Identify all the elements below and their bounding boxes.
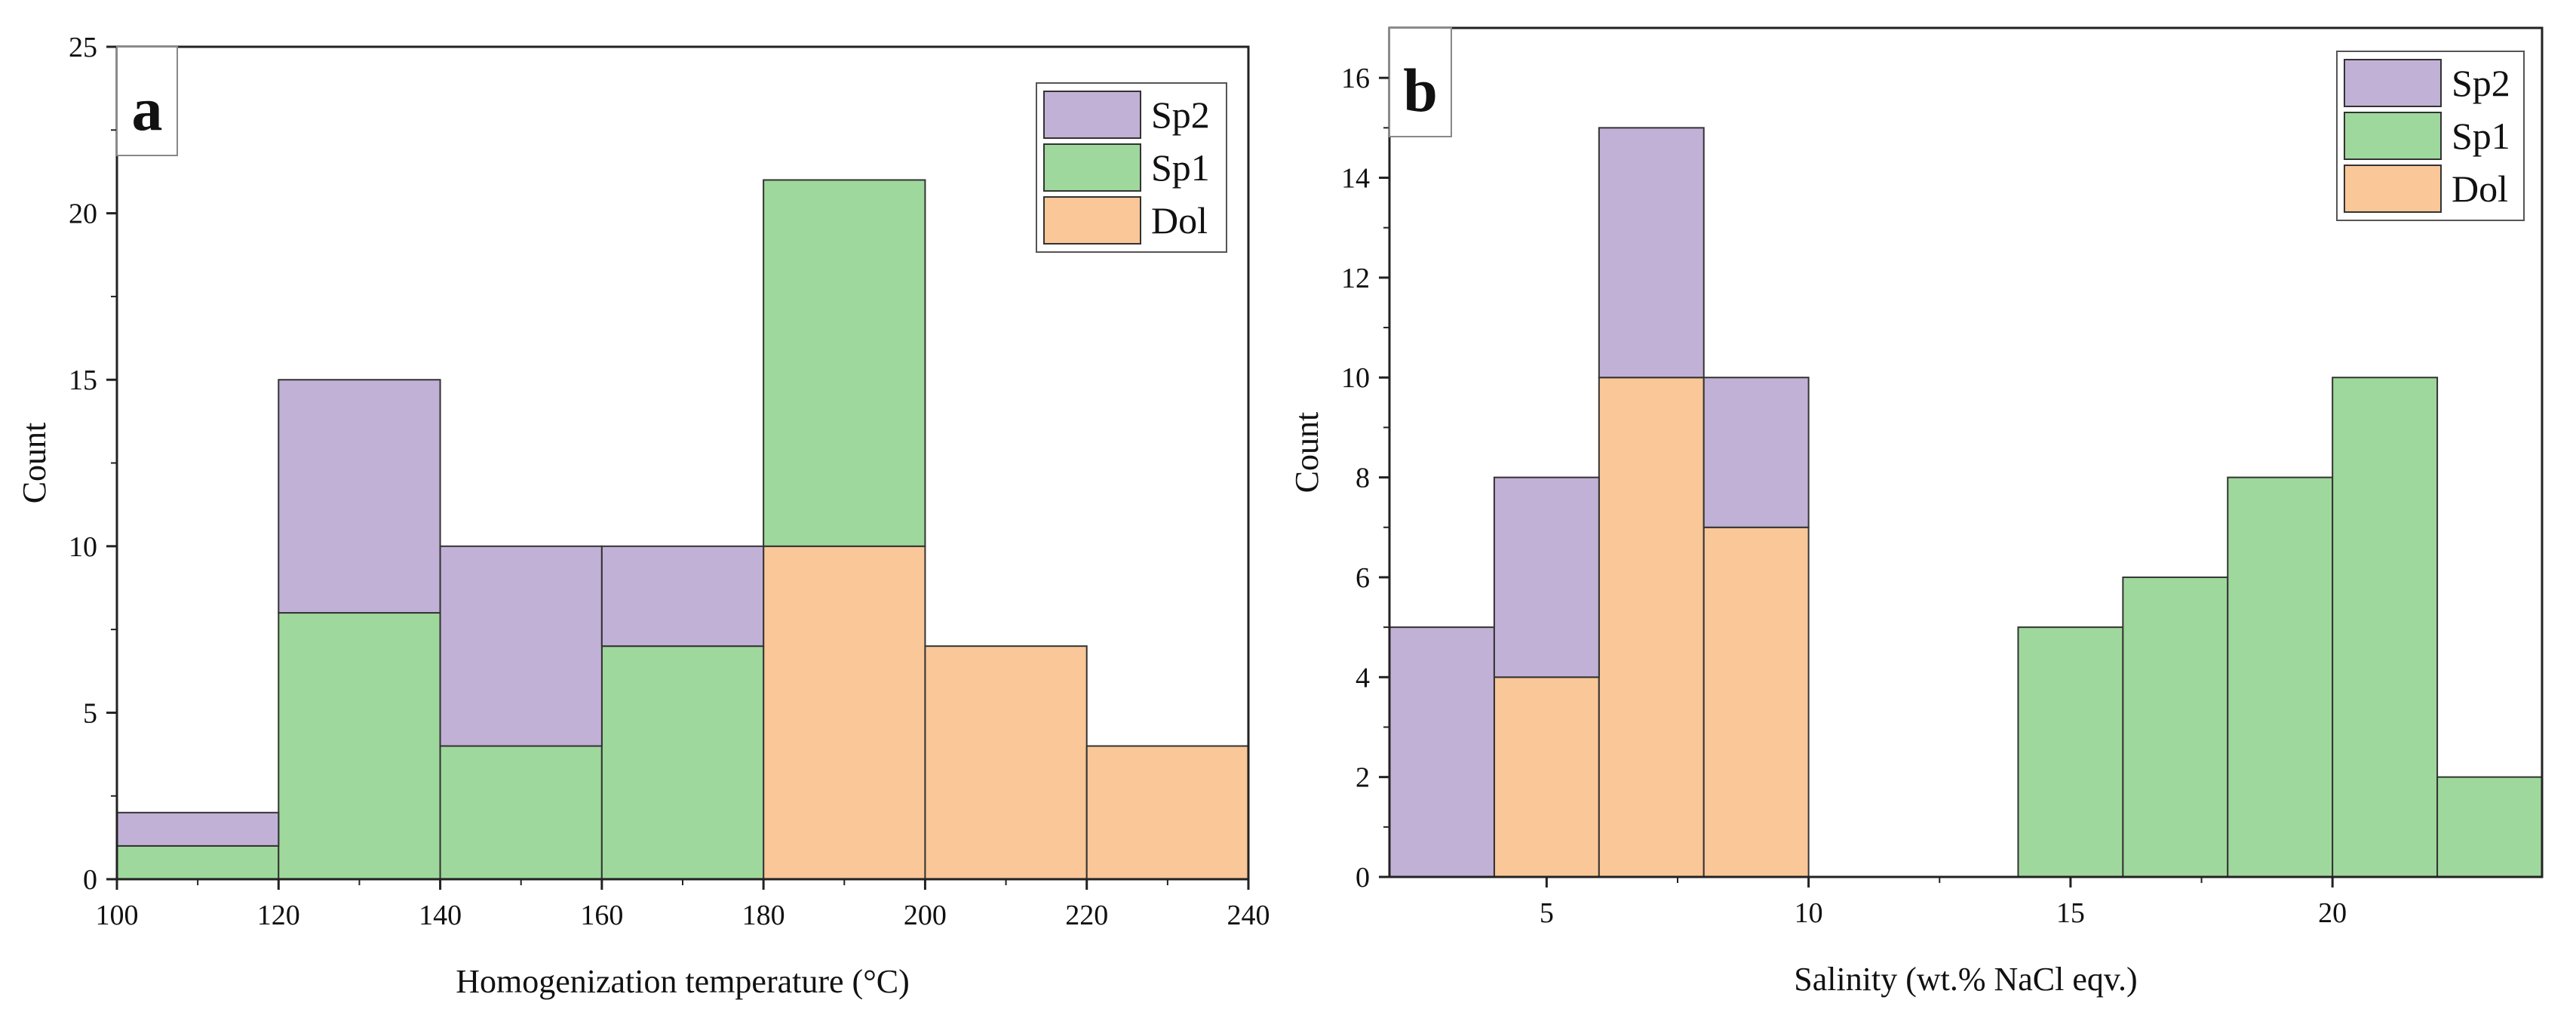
x-tick-label: 240 xyxy=(1227,900,1270,931)
x-tick-label: 200 xyxy=(904,900,947,931)
legend-label-sp1: Sp1 xyxy=(2452,115,2510,157)
bar-dol-bin-5 xyxy=(924,645,1088,880)
panel-label-box xyxy=(116,46,178,156)
chart-panel-a: 100 120 140 160 180 200 220 240 0 5 10 15 20 25 Homoge… xyxy=(16,32,1270,1000)
y-tick-label: 12 xyxy=(1341,263,1370,294)
bar-sp1-bin-6 xyxy=(2227,476,2334,878)
bar-sp2-bin-2 xyxy=(439,545,603,747)
bar-sp2-bin-0 xyxy=(116,811,280,847)
x-tick-label: 15 xyxy=(2056,897,2085,929)
bar-sp1-bin-1 xyxy=(278,612,441,880)
chart-panel-b: 5 10 15 20 0 2 4 6 8 10 12 14 16 Salinity (wt.% NaCl … xyxy=(1288,26,2544,998)
legend: Sp2 Sp1 Dol xyxy=(2336,51,2525,221)
y-tick-label: 0 xyxy=(1356,862,1370,894)
legend-swatch-sp2 xyxy=(2344,59,2442,107)
x-tick-label: 140 xyxy=(419,900,462,931)
x-axis-title: Salinity (wt.% NaCl eqv.) xyxy=(1794,961,2137,998)
bar-dol-bin-1 xyxy=(1493,676,1600,878)
bar-sp2-bin-3 xyxy=(600,545,765,648)
panel-label: a xyxy=(132,75,163,143)
bar-sp2-bin-2 xyxy=(1598,127,1705,379)
y-axis-title: Count xyxy=(16,423,53,504)
x-axis-title: Homogenization temperature (°C) xyxy=(456,963,910,1000)
bar-sp1-bin-0 xyxy=(116,844,280,881)
y-tick-label: 15 xyxy=(69,365,97,396)
y-tick-label: 2 xyxy=(1356,762,1370,794)
bar-sp2-bin-0 xyxy=(1389,626,1495,878)
bar-sp2-bin-1 xyxy=(278,379,441,614)
bar-sp1-bin-4 xyxy=(763,179,926,547)
legend-swatch-dol xyxy=(1043,196,1141,245)
bar-sp1-bin-7 xyxy=(2332,377,2439,878)
x-tick-label: 180 xyxy=(742,900,785,931)
y-tick-label: 0 xyxy=(83,864,97,896)
panel-label-box xyxy=(1389,27,1452,137)
legend-label-sp2: Sp2 xyxy=(1151,94,1210,136)
legend-swatch-sp1 xyxy=(1043,143,1141,192)
bar-sp1-bin-5 xyxy=(2122,576,2229,878)
legend-label-sp2: Sp2 xyxy=(2452,62,2510,104)
bar-sp2-bin-1 xyxy=(1493,476,1600,678)
legend-swatch-dol xyxy=(2344,165,2442,213)
y-tick-label: 14 xyxy=(1341,163,1370,195)
panel-label: b xyxy=(1403,56,1438,125)
bar-dol-bin-6 xyxy=(1085,745,1249,881)
y-tick-label: 16 xyxy=(1341,63,1370,94)
x-tick-label: 120 xyxy=(257,900,300,931)
y-tick-label: 10 xyxy=(69,531,97,563)
y-tick-label: 4 xyxy=(1356,662,1370,694)
x-tick-label: 160 xyxy=(580,900,623,931)
bar-sp1-bin-3 xyxy=(600,645,765,880)
bar-dol-bin-4 xyxy=(763,545,926,880)
x-tick-label: 220 xyxy=(1065,900,1108,931)
y-tick-label: 10 xyxy=(1341,362,1370,394)
legend-label-sp1: Sp1 xyxy=(1151,146,1210,189)
y-tick-label: 5 xyxy=(83,697,97,729)
y-tick-label: 8 xyxy=(1356,463,1370,494)
x-tick-label: 100 xyxy=(96,900,139,931)
x-tick-label: 20 xyxy=(2318,897,2347,929)
legend-swatch-sp2 xyxy=(1043,91,1141,139)
bar-sp1-bin-8 xyxy=(2436,776,2543,878)
legend: Sp2 Sp1 Dol xyxy=(1036,82,1227,253)
x-tick-label: 5 xyxy=(1540,897,1554,929)
legend-swatch-sp1 xyxy=(2344,112,2442,160)
y-tick-label: 6 xyxy=(1356,562,1370,594)
legend-label-dol: Dol xyxy=(1151,199,1208,241)
y-tick-label: 20 xyxy=(69,198,97,230)
legend-label-dol: Dol xyxy=(2452,168,2508,210)
bar-sp1-bin-4 xyxy=(2017,626,2124,878)
bar-sp1-bin-2 xyxy=(439,745,603,881)
plot-frame xyxy=(1388,26,2544,878)
x-tick-label: 10 xyxy=(1795,897,1823,929)
y-axis-title: Count xyxy=(1288,412,1325,494)
bar-dol-bin-2 xyxy=(1598,377,1705,878)
bar-dol-bin-3 xyxy=(1702,526,1810,878)
y-tick-label: 25 xyxy=(69,32,97,63)
bar-sp2-bin-3 xyxy=(1702,377,1810,528)
